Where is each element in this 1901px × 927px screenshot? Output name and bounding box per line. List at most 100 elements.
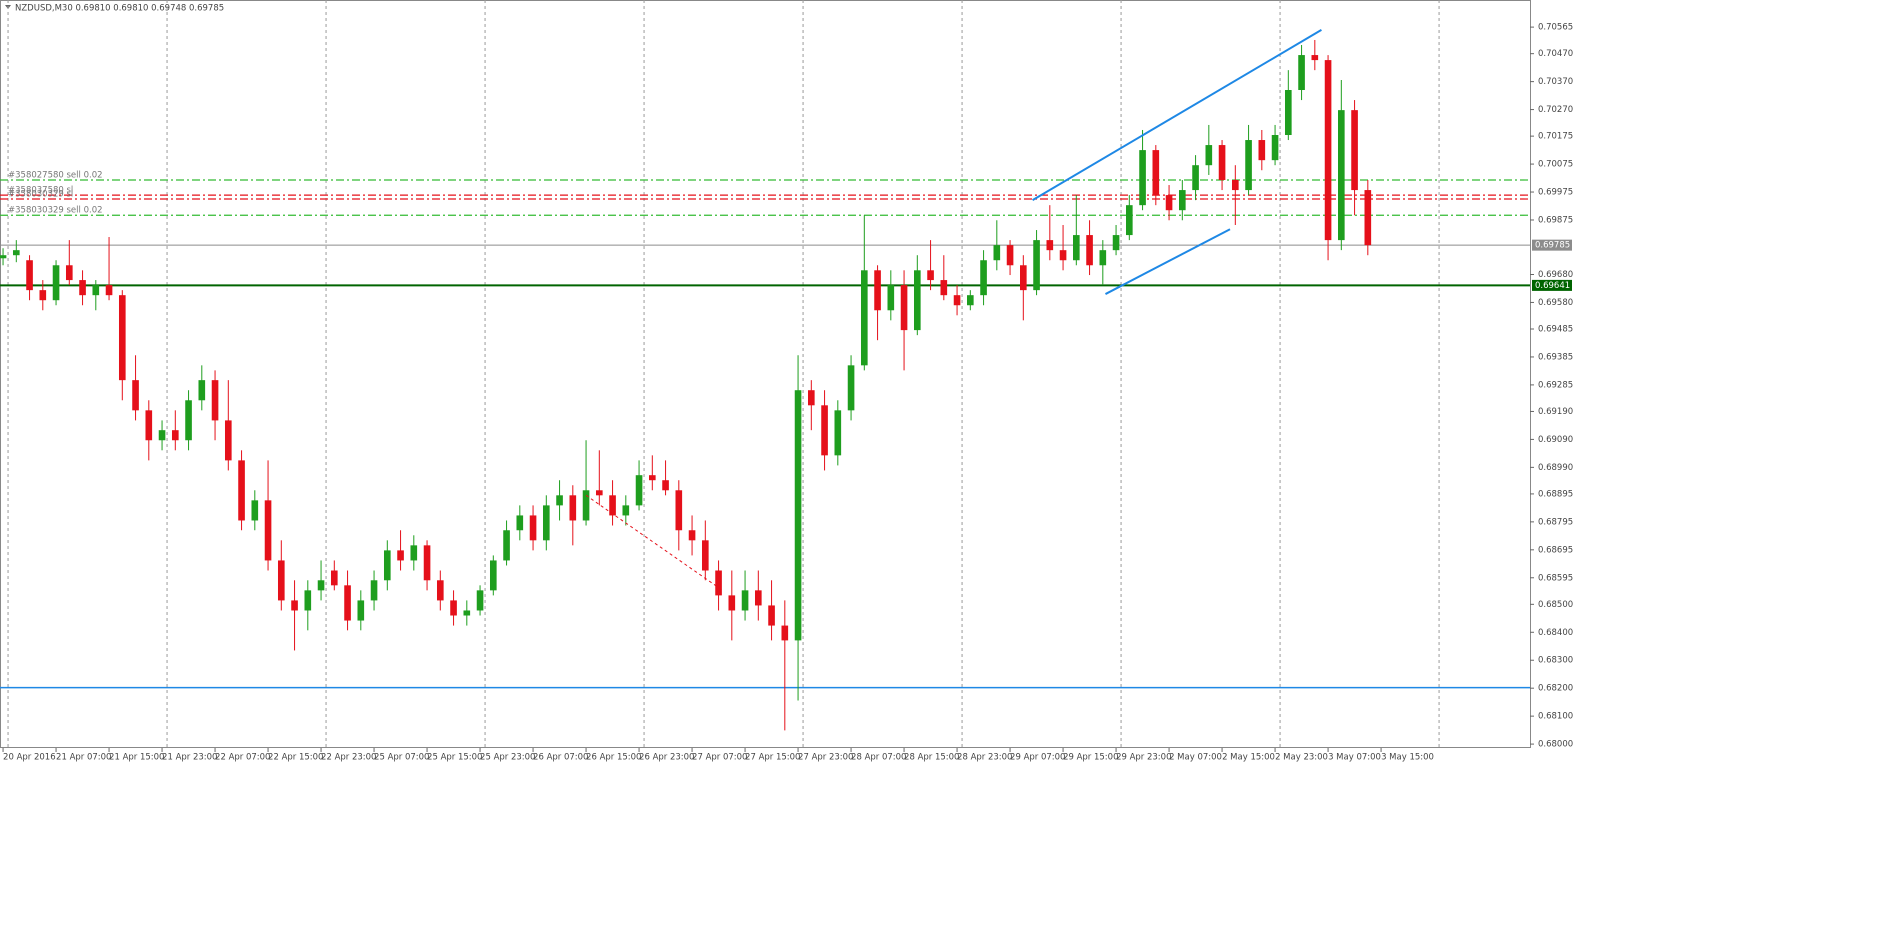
candle-body — [993, 245, 1001, 261]
candle-body — [794, 390, 802, 641]
level-price-label-box — [1532, 279, 1572, 291]
y-tick-label: 0.70565 — [1538, 23, 1573, 33]
candle-body — [874, 270, 881, 311]
level-price-label: 0.69641 — [1535, 281, 1570, 291]
x-tick-label: 26 Apr 07:00 — [533, 753, 588, 763]
candle-body — [1165, 195, 1173, 211]
candle-body — [503, 530, 510, 561]
y-tick-label: 0.68500 — [1538, 600, 1573, 610]
y-tick-label: 0.68595 — [1538, 573, 1573, 583]
candle-body — [52, 265, 60, 301]
y-tick-label: 0.70075 — [1538, 160, 1573, 170]
candle-body — [1258, 140, 1266, 161]
candle-body — [768, 605, 775, 626]
candle-body — [940, 280, 948, 296]
order-label: #358027580 sell 0.02 — [8, 171, 103, 181]
candle-body — [1298, 55, 1305, 91]
candle-body — [1311, 55, 1319, 61]
candle-body — [1126, 205, 1133, 236]
candle-body — [582, 490, 590, 521]
x-tick-label: 26 Apr 15:00 — [586, 753, 641, 763]
candle-body — [728, 595, 736, 611]
candle-body — [1033, 240, 1040, 291]
x-tick-label: 2 May 07:00 — [1169, 753, 1222, 763]
candle-body — [264, 500, 272, 561]
x-tick-label: 22 Apr 07:00 — [215, 753, 270, 763]
x-tick-label: 25 Apr 23:00 — [480, 753, 535, 763]
candle-body — [781, 625, 789, 641]
candle-body — [1285, 90, 1292, 136]
current-price-label: 0.69785 — [1535, 241, 1570, 251]
x-tick-label: 21 Apr 15:00 — [109, 753, 164, 763]
x-tick-label: 25 Apr 15:00 — [427, 753, 482, 763]
candle-body — [1245, 140, 1252, 191]
x-tick-label: 28 Apr 23:00 — [957, 753, 1012, 763]
candle-body — [1020, 265, 1027, 291]
candle-body — [291, 600, 298, 611]
x-tick-label: 20 Apr 2016 — [3, 753, 56, 763]
x-tick-label: 27 Apr 15:00 — [745, 753, 800, 763]
candle-body — [1324, 60, 1332, 241]
trade-line — [585, 494, 723, 591]
candle-body — [900, 285, 908, 331]
order-label: #358037580 sl — [8, 186, 73, 196]
y-tick-label: 0.68990 — [1538, 463, 1573, 473]
chart-title: NZDUSD,M30 0.69810 0.69810 0.69748 0.697… — [15, 4, 224, 14]
x-tick-label: 29 Apr 07:00 — [1010, 753, 1065, 763]
candle-body — [1006, 245, 1014, 266]
candle-body — [516, 515, 524, 531]
order-label: #358030329 sell 0.02 — [8, 206, 103, 216]
candle-body — [238, 460, 245, 521]
candle-body — [463, 610, 471, 616]
x-tick-label: 28 Apr 15:00 — [904, 753, 959, 763]
y-tick-label: 0.69580 — [1538, 298, 1573, 308]
candle-body — [609, 495, 616, 516]
candle-body — [741, 590, 749, 611]
y-tick-label: 0.70175 — [1538, 132, 1573, 142]
candle-body — [92, 285, 100, 296]
candle-body — [145, 410, 153, 441]
trend-line — [1105, 228, 1231, 295]
candle-body — [370, 580, 378, 601]
candle-body — [688, 530, 696, 541]
plot-frame — [0, 0, 1531, 748]
x-tick-label: 22 Apr 23:00 — [321, 753, 376, 763]
y-tick-label: 0.70270 — [1538, 105, 1573, 115]
candle-body — [251, 500, 259, 521]
y-tick-label: 0.69385 — [1538, 352, 1573, 362]
candle-body — [1192, 165, 1199, 191]
y-tick-label: 0.68200 — [1538, 684, 1573, 694]
current-price-label-box — [1532, 239, 1572, 251]
candle-body — [1179, 190, 1186, 211]
candle-body — [1351, 110, 1358, 191]
candle-body — [132, 380, 139, 411]
candle-body — [1073, 235, 1080, 261]
y-tick-label: 0.69680 — [1538, 270, 1573, 280]
x-tick-label: 25 Apr 07:00 — [374, 753, 429, 763]
candle-body — [304, 590, 312, 611]
candle-body — [529, 515, 537, 541]
candle-body — [185, 400, 192, 441]
y-tick-label: 0.68300 — [1538, 656, 1573, 666]
x-tick-label: 21 Apr 07:00 — [56, 753, 111, 763]
candle-body — [344, 585, 351, 621]
candle-body — [423, 545, 431, 581]
x-tick-label: 21 Apr 23:00 — [162, 753, 217, 763]
candle-body — [1059, 250, 1067, 261]
y-tick-label: 0.68000 — [1538, 740, 1573, 750]
candle-body — [953, 295, 961, 306]
candle-body — [171, 430, 179, 441]
candle-body — [913, 270, 921, 331]
x-tick-label: 3 May 15:00 — [1381, 753, 1434, 763]
x-tick-label: 2 May 15:00 — [1222, 753, 1275, 763]
candle-body — [105, 285, 113, 296]
candle-body — [1364, 190, 1372, 246]
candle-body — [927, 270, 934, 281]
y-tick-label: 0.70370 — [1538, 77, 1573, 87]
candle-body — [675, 490, 683, 531]
candle-body — [1232, 180, 1239, 191]
candle-body — [715, 570, 722, 596]
y-tick-label: 0.68100 — [1538, 712, 1573, 722]
candle-body — [0, 255, 7, 259]
x-tick-label: 28 Apr 07:00 — [851, 753, 906, 763]
